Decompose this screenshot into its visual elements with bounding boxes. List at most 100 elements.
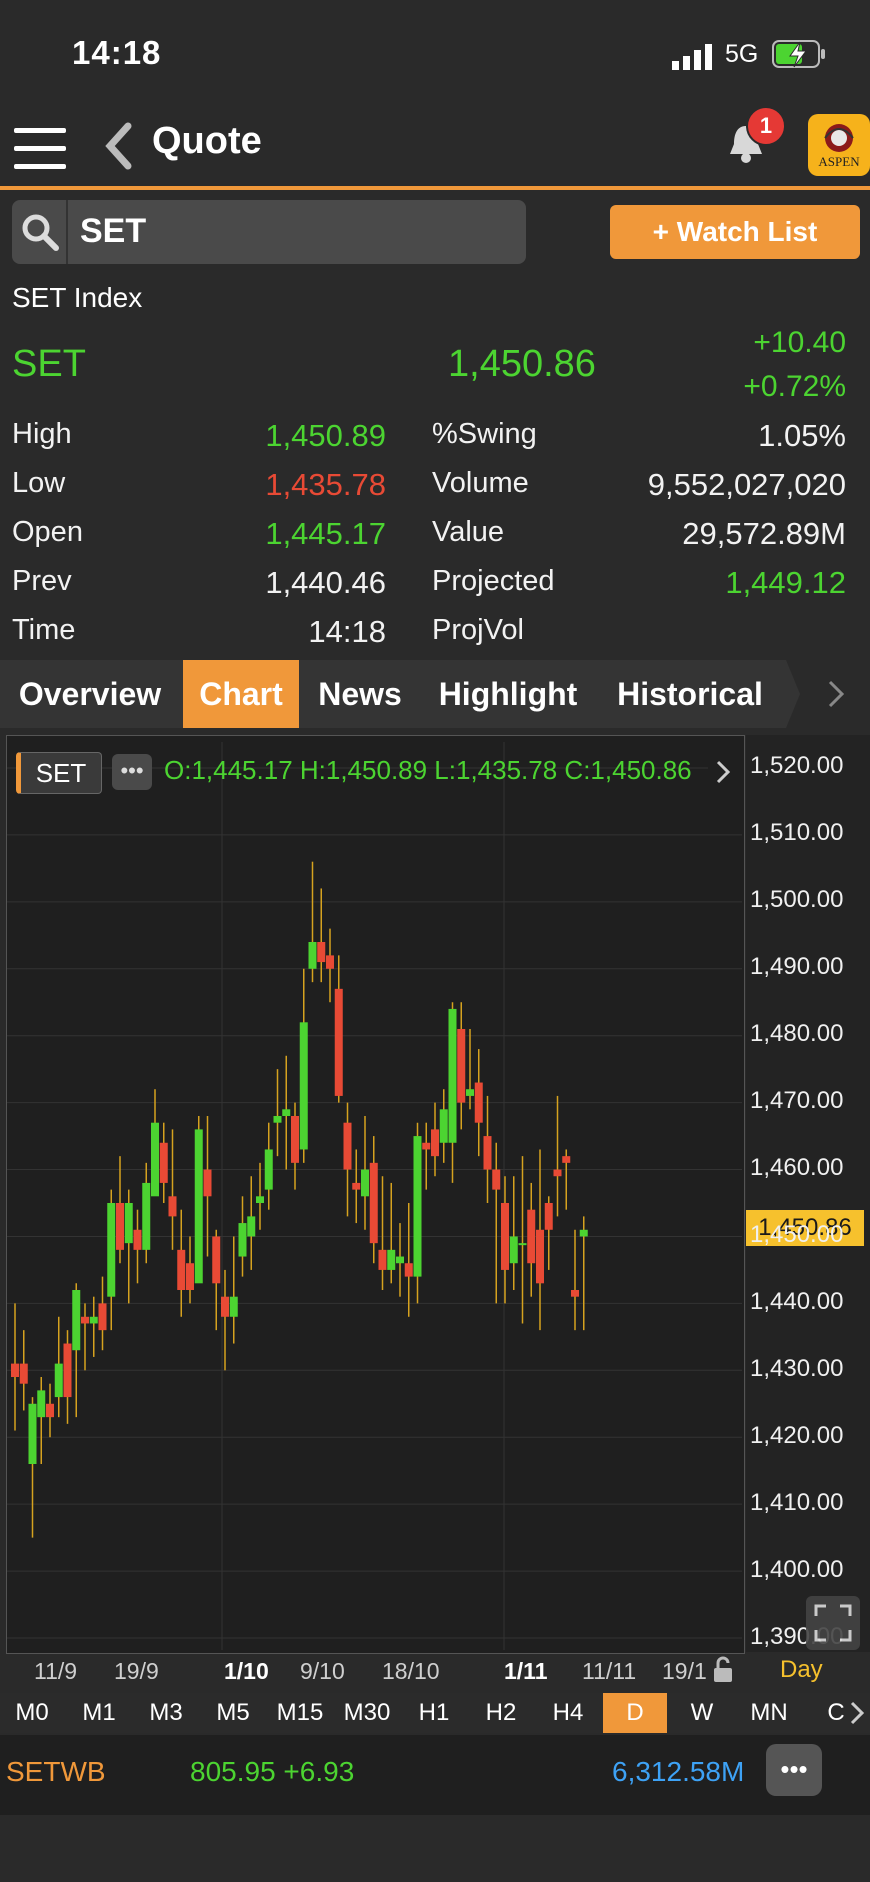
- candle: [168, 1129, 177, 1250]
- timeframe-h2[interactable]: H2: [485, 1699, 517, 1726]
- candle: [509, 1176, 518, 1290]
- candle: [142, 1162, 151, 1264]
- ticker-more-icon[interactable]: •••: [766, 1744, 822, 1796]
- x-axis-tick-label: 18/10: [382, 1658, 440, 1684]
- candle: [37, 1377, 46, 1464]
- candle: [19, 1330, 28, 1411]
- signal-icon: [672, 44, 714, 70]
- fullscreen-icon[interactable]: [806, 1596, 860, 1650]
- candle: [352, 1149, 361, 1224]
- app-header: [0, 110, 870, 190]
- candle: [553, 1095, 562, 1217]
- candle: [361, 1116, 369, 1230]
- candle: [562, 1149, 571, 1210]
- candle: [238, 1196, 247, 1277]
- last-price-tag: 1,450.86: [746, 1210, 864, 1246]
- stat-label: Volume: [432, 467, 529, 499]
- candle: [448, 1002, 457, 1183]
- stat-value: 29,572.89M: [682, 516, 846, 551]
- candle: [326, 928, 334, 1003]
- back-chevron-icon[interactable]: [100, 122, 136, 170]
- timeframe-scroll-right-icon[interactable]: [844, 1693, 870, 1733]
- candle: [291, 1102, 299, 1190]
- candle: [527, 1182, 536, 1297]
- stat-value: 1,440.46: [265, 565, 386, 600]
- candle: [11, 1303, 19, 1431]
- x-axis-tick-label: 9/10: [300, 1658, 345, 1684]
- y-axis-tick-label: 1,510.00: [750, 819, 844, 846]
- timeframe-h4[interactable]: H4: [552, 1699, 584, 1726]
- stat-value: 9,552,027,020: [647, 467, 846, 502]
- candle: [194, 1116, 203, 1284]
- timeframe-m1[interactable]: M1: [82, 1699, 116, 1726]
- stat-label: Prev: [12, 565, 72, 597]
- quote-symbol: SET: [12, 343, 86, 385]
- tab-highlight[interactable]: Highlight: [438, 676, 578, 712]
- tab-overview[interactable]: Overview: [18, 676, 162, 712]
- add-to-watchlist-button[interactable]: + Watch List: [610, 205, 860, 259]
- x-axis-tick-label: 19/1: [662, 1658, 707, 1684]
- timeframe-h1[interactable]: H1: [418, 1699, 450, 1726]
- ticker-price-change: 805.95 +6.93: [190, 1756, 355, 1787]
- timeframe-m15[interactable]: M15: [276, 1699, 324, 1726]
- candle: [431, 1102, 439, 1177]
- status-bar: [0, 0, 870, 110]
- candle: [492, 1142, 501, 1304]
- candle: [256, 1162, 264, 1230]
- timeframe-m3[interactable]: M3: [149, 1699, 183, 1726]
- notification-badge: 1: [746, 106, 786, 146]
- aspen-logo-text: ASPEN: [818, 154, 860, 169]
- stat-value: 1,435.78: [265, 467, 386, 502]
- candle: [159, 1122, 168, 1203]
- timeframe-d[interactable]: D: [603, 1693, 667, 1733]
- timeframe-m5[interactable]: M5: [216, 1699, 250, 1726]
- y-axis-tick-label: 1,500.00: [750, 886, 844, 913]
- timeframe-w[interactable]: W: [690, 1699, 714, 1726]
- timeframe-c[interactable]: C: [827, 1699, 845, 1726]
- candle: [579, 1216, 588, 1331]
- stat-value: 1,450.89: [265, 418, 386, 453]
- timeframe-m30[interactable]: M30: [343, 1699, 391, 1726]
- candle: [81, 1303, 89, 1371]
- candle: [536, 1149, 544, 1331]
- chart-symbol-chip[interactable]: SET: [16, 752, 102, 794]
- status-time: 14:18: [72, 34, 162, 71]
- timeframe-mn[interactable]: MN: [750, 1699, 788, 1726]
- candle: [124, 1189, 133, 1304]
- candle: [28, 1397, 37, 1538]
- tab-news[interactable]: News: [318, 676, 402, 712]
- chart-ohlc-readout: O:1,445.17 H:1,450.89 L:1,435.78 C:1,450…: [164, 755, 692, 785]
- search-icon[interactable]: [20, 212, 60, 252]
- candle: [317, 888, 326, 983]
- candle: [98, 1276, 107, 1351]
- aspen-logo[interactable]: ASPEN: [808, 114, 870, 176]
- candle: [247, 1176, 256, 1270]
- lock-icon[interactable]: [712, 1656, 734, 1684]
- candle: [404, 1203, 413, 1317]
- tab-historical[interactable]: Historical: [617, 676, 763, 712]
- y-axis-tick-label: 1,520.00: [750, 752, 844, 779]
- search-icon-divider: [66, 200, 68, 264]
- bottom-ticker[interactable]: [0, 1735, 870, 1815]
- timeframe-m0[interactable]: M0: [15, 1699, 49, 1726]
- y-axis-tick-label: 1,450.00: [750, 1221, 844, 1248]
- tab-chart[interactable]: Chart: [183, 660, 299, 728]
- symbol-search-box[interactable]: [12, 200, 526, 264]
- ticker-symbol[interactable]: SETWB: [6, 1756, 106, 1787]
- candle: [387, 1182, 396, 1284]
- stat-label: Time: [12, 614, 76, 646]
- candle: [501, 1176, 509, 1304]
- candle: [116, 1156, 124, 1264]
- hamburger-menu-icon[interactable]: [14, 126, 66, 170]
- ohlc-expand-chevron-icon[interactable]: [708, 752, 742, 792]
- candle: [282, 1055, 291, 1170]
- candle: [483, 1095, 492, 1203]
- chart-more-icon[interactable]: •••: [112, 754, 152, 790]
- stat-label: Projected: [432, 565, 555, 597]
- candle: [378, 1176, 387, 1290]
- candle: [89, 1296, 98, 1357]
- candle: [413, 1122, 422, 1304]
- search-input[interactable]: SET: [80, 212, 147, 250]
- tab-scroll-right-icon[interactable]: [786, 660, 870, 728]
